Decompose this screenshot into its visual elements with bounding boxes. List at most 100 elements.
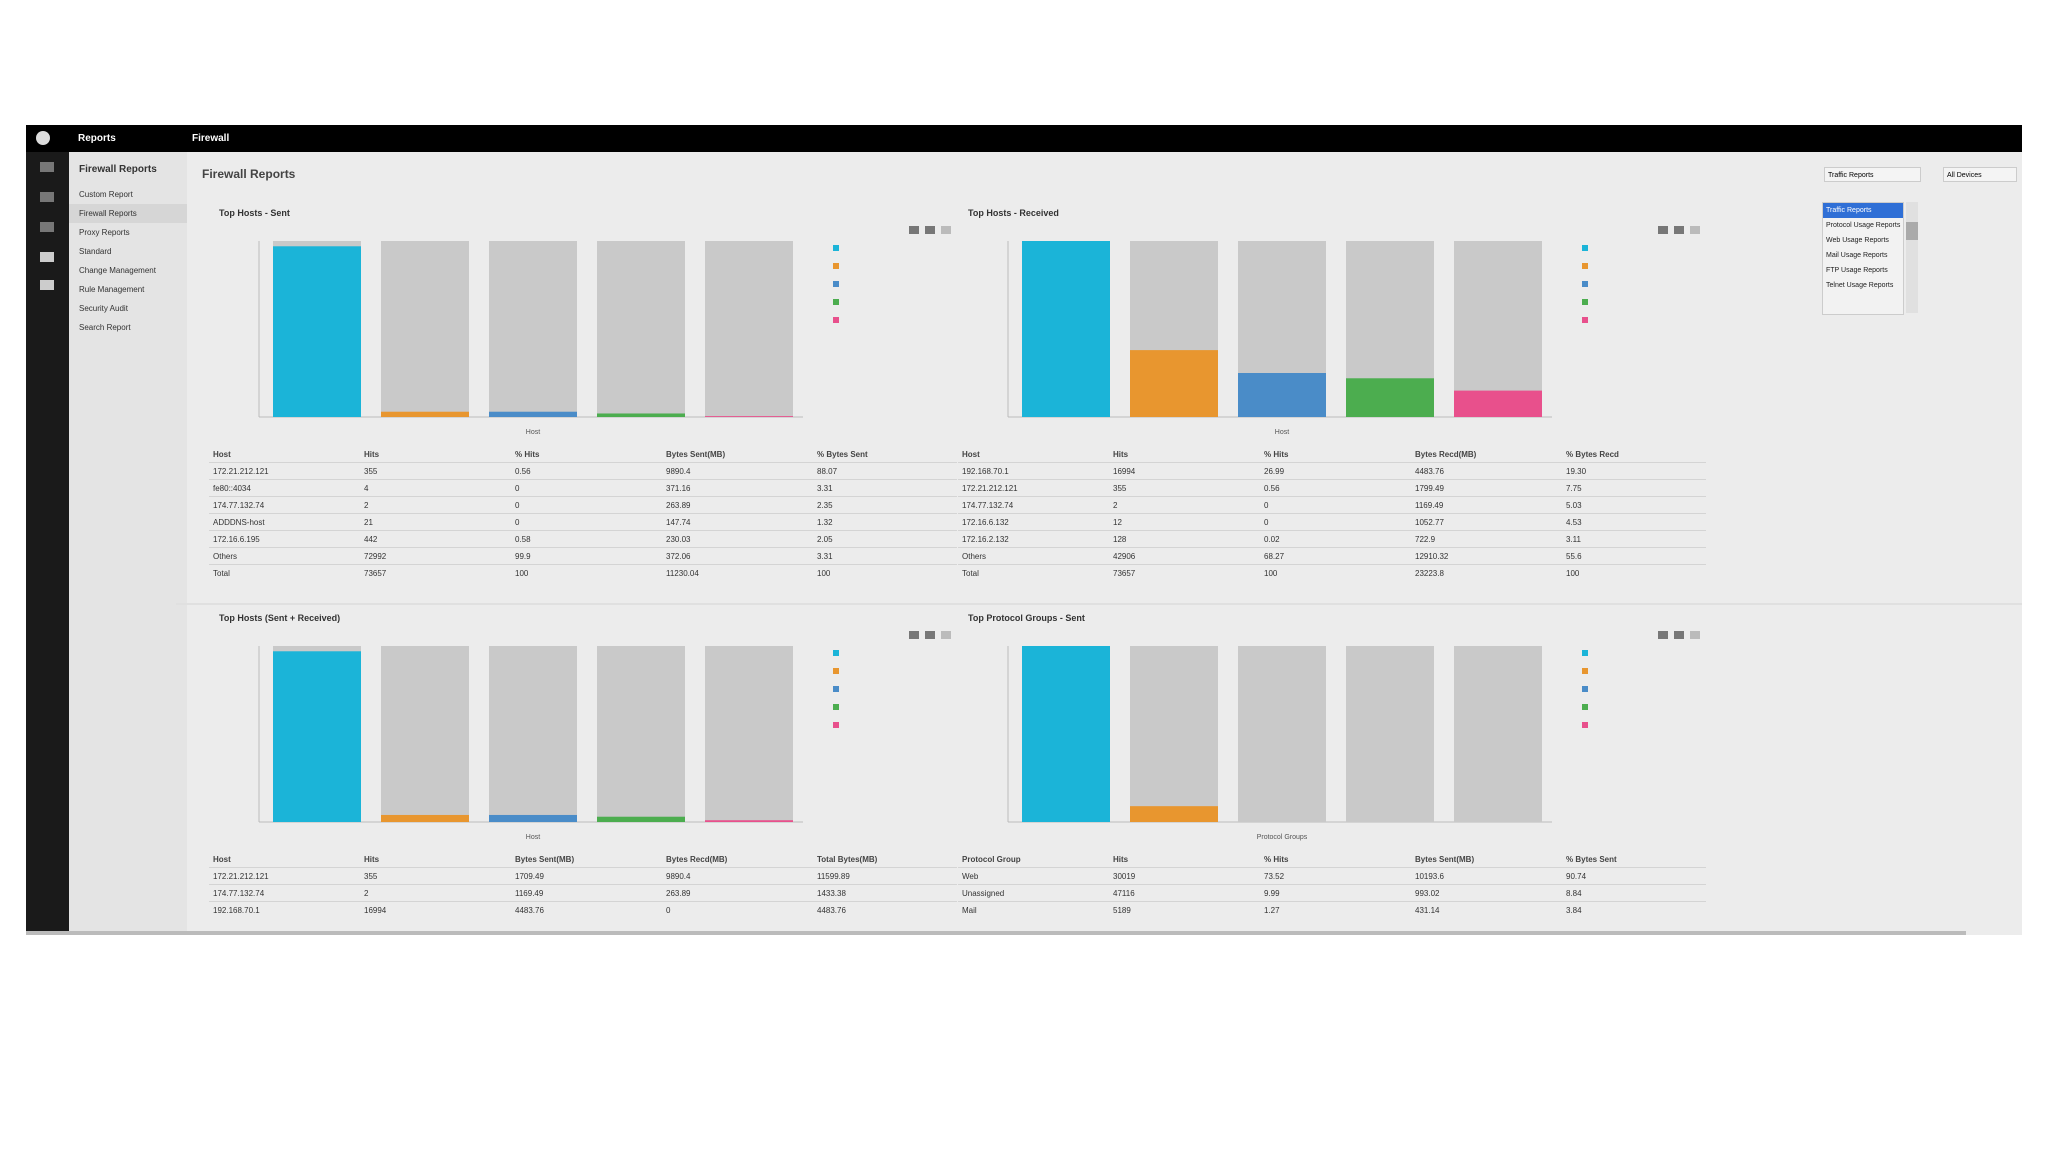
column-header[interactable]: Total Bytes(MB) bbox=[817, 855, 878, 864]
legend-swatch bbox=[833, 722, 839, 728]
column-header[interactable]: % Bytes Sent bbox=[817, 450, 868, 459]
bar-background bbox=[1346, 646, 1434, 822]
icon[interactable] bbox=[40, 280, 54, 290]
x-axis-label: Host bbox=[526, 429, 540, 436]
column-header[interactable]: Protocol Group bbox=[962, 855, 1021, 864]
bar[interactable] bbox=[489, 411, 577, 417]
row-divider bbox=[209, 901, 957, 902]
bar[interactable] bbox=[597, 413, 685, 417]
chart-tool[interactable] bbox=[1690, 226, 1700, 234]
bar[interactable] bbox=[489, 814, 577, 822]
table-cell: 0 bbox=[515, 484, 520, 493]
chart-tool[interactable] bbox=[941, 631, 951, 639]
column-header[interactable]: % Bytes Sent bbox=[1566, 855, 1617, 864]
chart-tool[interactable] bbox=[941, 226, 951, 234]
icon[interactable] bbox=[40, 222, 54, 232]
table-cell: 2.05 bbox=[817, 535, 833, 544]
chart-tool[interactable] bbox=[1690, 631, 1700, 639]
column-header[interactable]: Host bbox=[213, 855, 231, 864]
table-cell: 0 bbox=[666, 906, 671, 915]
chart-tool[interactable] bbox=[909, 631, 919, 639]
bar[interactable] bbox=[1238, 373, 1326, 417]
nav-item[interactable]: Custom Report bbox=[79, 190, 133, 199]
column-header[interactable]: Hits bbox=[1113, 855, 1129, 864]
bar[interactable] bbox=[381, 411, 469, 417]
table-cell: 1169.49 bbox=[1415, 501, 1444, 510]
icon[interactable] bbox=[40, 192, 54, 202]
nav-item[interactable]: Change Management bbox=[79, 266, 156, 275]
chart-tool[interactable] bbox=[1658, 631, 1668, 639]
table-cell: 1799.49 bbox=[1415, 484, 1444, 493]
table-cell: 172.21.212.121 bbox=[213, 467, 269, 476]
nav-item[interactable]: Search Report bbox=[79, 323, 131, 332]
legend-swatch bbox=[833, 263, 839, 269]
row-divider bbox=[209, 513, 957, 514]
bar[interactable] bbox=[1022, 241, 1110, 417]
bar[interactable] bbox=[1022, 646, 1110, 822]
table-cell: 1433.38 bbox=[817, 889, 846, 898]
bar[interactable] bbox=[1346, 378, 1434, 417]
row-divider bbox=[958, 530, 1706, 531]
bar[interactable] bbox=[705, 416, 793, 417]
table-cell: 0 bbox=[515, 518, 520, 527]
report-dropdown[interactable]: Traffic Reports bbox=[1824, 167, 1921, 182]
menu-option[interactable]: Web Usage Reports bbox=[1826, 237, 1889, 244]
menu-option[interactable]: Traffic Reports bbox=[1823, 203, 1903, 218]
table-cell: 147.74 bbox=[666, 518, 691, 527]
column-header[interactable]: % Hits bbox=[1264, 855, 1289, 864]
table-cell: 355 bbox=[364, 872, 378, 881]
table-cell: 73657 bbox=[364, 569, 387, 578]
menu-option[interactable]: Protocol Usage Reports bbox=[1826, 222, 1901, 229]
menu-option[interactable]: FTP Usage Reports bbox=[1826, 267, 1888, 274]
nav-item[interactable]: Rule Management bbox=[79, 285, 145, 294]
nav-item[interactable]: Standard bbox=[79, 247, 112, 256]
row-divider bbox=[958, 564, 1706, 565]
bar[interactable] bbox=[1130, 806, 1218, 822]
menu-option[interactable]: Mail Usage Reports bbox=[1826, 252, 1888, 259]
bar[interactable] bbox=[705, 820, 793, 822]
column-header[interactable]: Bytes Sent(MB) bbox=[515, 855, 575, 864]
column-header[interactable]: Host bbox=[962, 450, 980, 459]
column-header[interactable]: Bytes Sent(MB) bbox=[666, 450, 726, 459]
bar-background bbox=[381, 241, 469, 417]
column-header[interactable]: Host bbox=[213, 450, 231, 459]
bar[interactable] bbox=[273, 651, 361, 822]
chart-tool[interactable] bbox=[925, 631, 935, 639]
menu-option[interactable]: Telnet Usage Reports bbox=[1826, 282, 1894, 289]
bar[interactable] bbox=[381, 814, 469, 822]
column-header[interactable]: % Bytes Recd bbox=[1566, 450, 1619, 459]
bar[interactable] bbox=[273, 246, 361, 417]
chart-tool[interactable] bbox=[1674, 631, 1684, 639]
legend-swatch bbox=[1582, 650, 1588, 656]
bar[interactable] bbox=[597, 816, 685, 822]
device-select[interactable]: All Devices bbox=[1943, 167, 2017, 182]
column-header[interactable]: Hits bbox=[1113, 450, 1129, 459]
column-header[interactable]: % Hits bbox=[515, 450, 540, 459]
table-cell: 174.77.132.74 bbox=[213, 889, 265, 898]
chart-tool[interactable] bbox=[925, 226, 935, 234]
column-header[interactable]: Bytes Recd(MB) bbox=[666, 855, 728, 864]
column-header[interactable]: Bytes Recd(MB) bbox=[1415, 450, 1477, 459]
column-header[interactable]: Bytes Sent(MB) bbox=[1415, 855, 1475, 864]
icon[interactable] bbox=[40, 252, 54, 262]
bar[interactable] bbox=[1130, 350, 1218, 417]
column-header[interactable]: Hits bbox=[364, 855, 380, 864]
chart-tool[interactable] bbox=[1674, 226, 1684, 234]
table-cell: Mail bbox=[962, 906, 977, 915]
table-cell: 100 bbox=[515, 569, 529, 578]
tab-label[interactable]: Firewall bbox=[192, 133, 230, 144]
table-cell: 355 bbox=[364, 467, 378, 476]
chart-tool[interactable] bbox=[1658, 226, 1668, 234]
icon[interactable] bbox=[40, 162, 54, 172]
nav-item[interactable]: Security Audit bbox=[79, 304, 128, 313]
table-cell: fe80::4034 bbox=[213, 484, 251, 493]
column-header[interactable]: % Hits bbox=[1264, 450, 1289, 459]
table-cell: 0.56 bbox=[515, 467, 531, 476]
bar[interactable] bbox=[1454, 390, 1542, 417]
column-header[interactable]: Hits bbox=[364, 450, 380, 459]
table-cell: 0.58 bbox=[515, 535, 531, 544]
nav-item[interactable]: Proxy Reports bbox=[79, 228, 130, 237]
nav-item[interactable]: Firewall Reports bbox=[69, 204, 187, 223]
row-divider bbox=[209, 496, 957, 497]
chart-tool[interactable] bbox=[909, 226, 919, 234]
